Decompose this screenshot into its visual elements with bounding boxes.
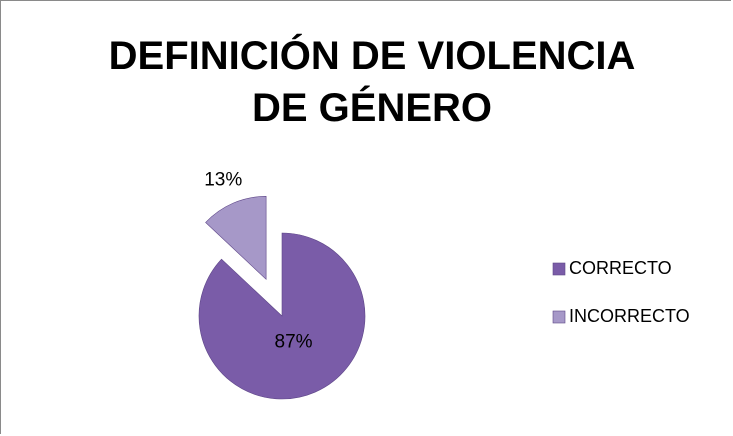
legend-swatch <box>552 262 566 276</box>
data-label: 13% <box>204 169 242 190</box>
pie-slice <box>198 232 366 400</box>
chart-title: DEFINICIÓN DE VIOLENCIA DE GÉNERO <box>108 34 636 130</box>
legend-label: INCORRECTO <box>569 306 690 326</box>
legend-label: CORRECTO <box>569 258 672 278</box>
pie-slice <box>205 195 267 280</box>
legend-swatch <box>552 310 566 324</box>
data-label: 87% <box>275 332 313 353</box>
